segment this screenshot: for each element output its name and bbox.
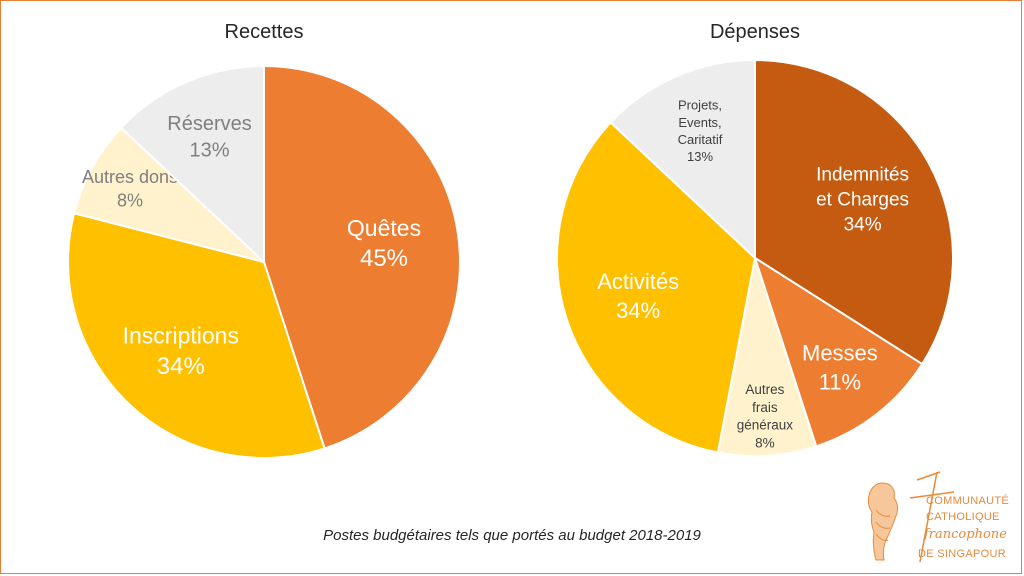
slice-percent: 13% — [189, 139, 229, 161]
slice-name: Quêtes — [347, 215, 421, 241]
logo-line-4: DE SINGAPOUR — [918, 548, 1006, 560]
pie-slice — [753, 255, 924, 448]
slice-label: Indemnités et Charges 34% — [816, 164, 909, 235]
logo-line-1: COMMUNAUTÉ — [926, 494, 1009, 507]
pie-slice — [263, 64, 461, 450]
pie-slice — [72, 126, 265, 263]
pie-slice — [716, 257, 818, 457]
caption: Postes budgétaires tels que portés au bu… — [323, 527, 701, 544]
slice-name: Autres — [745, 382, 784, 397]
slice-percent: 34% — [844, 215, 882, 236]
slice-label: Inscriptions 34% — [123, 323, 239, 380]
community-logo: COMMUNAUTÉ CATHOLIQUE francophone DE SIN… — [867, 471, 1009, 563]
slice-label: Activités 34% — [597, 269, 679, 323]
pie-slice — [556, 121, 757, 454]
slice-name: Events, — [678, 115, 721, 130]
slice-percent: 34% — [157, 353, 205, 380]
slice-percent: 8% — [117, 191, 143, 211]
slice-percent: 8% — [755, 436, 775, 451]
chart-title: Dépenses — [710, 21, 800, 43]
slice-name: généraux — [737, 418, 794, 433]
slice-name: Inscriptions — [123, 323, 239, 349]
slice-name: Indemnités — [816, 164, 909, 185]
slice-name: Activités — [597, 269, 679, 294]
pie-chart-2: Dépenses Indemnités et Charges 34% Messes 11%… — [556, 21, 954, 457]
slice-label: Quêtes 45% — [347, 215, 421, 272]
slice-label: Autres dons 8% — [82, 167, 178, 211]
logo-line-2: CATHOLIQUE — [926, 511, 1000, 523]
slice-label: Messes 11% — [802, 341, 878, 395]
chart-title: Recettes — [225, 21, 304, 43]
pie-chart-1: Recettes Quêtes 45% Inscriptions 34% Autres d… — [67, 21, 461, 459]
slice-name: Autres dons — [82, 167, 178, 187]
merlion-icon — [867, 482, 899, 561]
slice-name: et Charges — [816, 190, 909, 211]
logo-line-3: francophone — [923, 527, 1007, 542]
slice-name: Messes — [802, 341, 878, 366]
pie-slice — [754, 58, 954, 366]
slice-label: Autres frais généraux 8% — [737, 382, 794, 450]
slice-percent: 11% — [819, 370, 861, 395]
slice-label: Réserves 13% — [167, 113, 251, 161]
slice-name: frais — [752, 400, 778, 415]
pie-slice — [119, 64, 265, 265]
slice-name: Caritatif — [678, 132, 723, 147]
slice-percent: 45% — [360, 245, 408, 272]
pie-slice — [67, 212, 326, 459]
slice-name: Réserves — [167, 113, 251, 135]
slice-percent: 13% — [687, 149, 713, 164]
slice-name: Projets, — [678, 98, 722, 113]
cross-icon — [909, 471, 955, 563]
slice-label: Projets, Events, Caritatif 13% — [678, 98, 723, 165]
slice-percent: 34% — [616, 298, 660, 323]
pie-slice — [609, 58, 756, 261]
